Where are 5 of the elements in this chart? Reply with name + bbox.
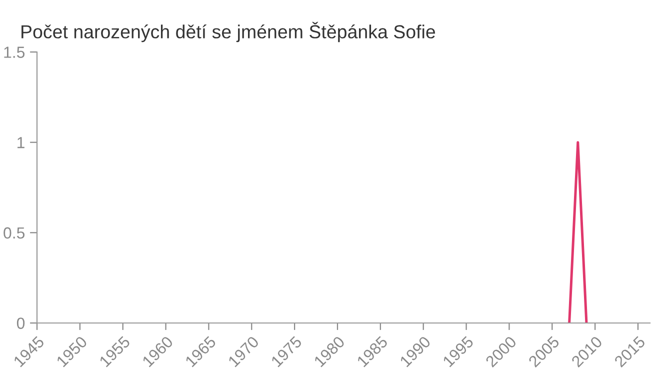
y-tick-label: 1.5 [4, 46, 25, 58]
y-tick-label: 1 [18, 137, 24, 148]
y-tick-label: 0.5 [4, 227, 25, 239]
chart-title: Počet narozených dětí se jménem Štěpánka Sofie [22, 22, 436, 42]
y-tick-label: 0 [16, 318, 25, 329]
